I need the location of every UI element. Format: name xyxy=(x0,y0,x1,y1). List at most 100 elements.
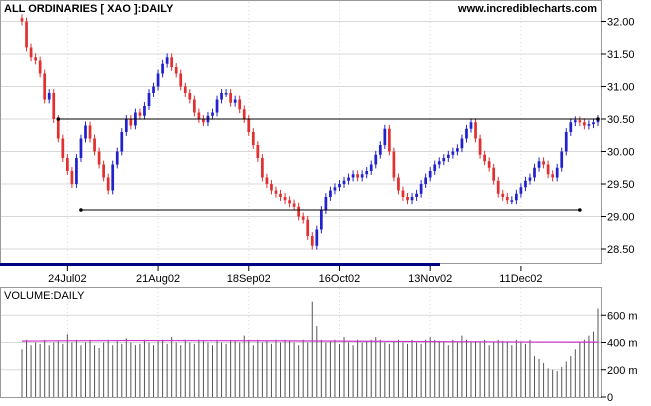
price-bar-body xyxy=(183,86,187,93)
price-bar-body xyxy=(410,197,414,201)
price-bar-body xyxy=(79,138,83,158)
x-tick-label: 18Sep02 xyxy=(227,273,271,285)
volume-y-ticks: 600 m 400 m 200 m 0 xyxy=(601,310,638,404)
price-bar-body xyxy=(310,236,314,246)
price-tick-label: 30.00 xyxy=(607,147,635,159)
price-bar-body xyxy=(20,18,24,22)
price-bar-body xyxy=(401,190,405,197)
price-bar xyxy=(351,170,355,182)
price-bar xyxy=(592,118,595,129)
price-bar xyxy=(369,160,373,175)
price-bar xyxy=(501,189,505,201)
price-bar-body xyxy=(111,164,115,191)
price-bar-body xyxy=(70,171,74,184)
price-bar-body xyxy=(460,138,464,149)
price-bar xyxy=(483,150,486,166)
price-bar xyxy=(261,154,264,182)
price-bar-body xyxy=(115,151,119,165)
price-bar-body xyxy=(102,164,105,178)
price-bar xyxy=(460,134,464,153)
price-bar xyxy=(106,173,110,195)
price-bar-body xyxy=(342,180,346,184)
price-bar-body xyxy=(356,174,359,178)
price-tick-label: 31.00 xyxy=(607,82,635,94)
price-bar-body xyxy=(261,158,264,178)
price-bar xyxy=(397,173,400,195)
price-bar-body xyxy=(533,167,536,178)
price-bar xyxy=(274,186,278,198)
price-bar-body xyxy=(537,161,541,168)
price-bar xyxy=(138,108,142,120)
site-url: www.incrediblecharts.com xyxy=(457,3,597,15)
price-bar xyxy=(202,115,205,127)
price-bar xyxy=(229,89,232,107)
volume-tick-label: 200 m xyxy=(607,365,638,377)
price-bar xyxy=(115,147,119,169)
price-bar-body xyxy=(152,86,155,93)
price-bar-body xyxy=(224,93,228,95)
price-bar-body xyxy=(365,171,369,175)
price-bar-body xyxy=(587,124,591,126)
x-axis-ticks: 24Jul02 21Aug02 18Sep02 16Oct02 13Nov02 11Dec… xyxy=(48,266,543,285)
price-bar-body xyxy=(564,132,568,152)
price-bar xyxy=(424,173,428,188)
x-tick-label: 11Dec02 xyxy=(499,273,542,285)
price-bar-body xyxy=(120,132,124,152)
price-bar-body xyxy=(29,47,33,58)
price-bar xyxy=(79,134,83,162)
price-bar xyxy=(111,160,115,195)
price-bar xyxy=(265,173,269,188)
price-bar-body xyxy=(442,158,446,162)
price-bar xyxy=(47,89,51,104)
price-bar-body xyxy=(279,193,282,197)
price-bar xyxy=(301,212,305,224)
price-bar xyxy=(251,128,255,149)
price-bar xyxy=(465,124,468,143)
price-bar xyxy=(569,118,573,136)
price-bar xyxy=(97,147,101,169)
price-bar-body xyxy=(292,203,296,207)
price-bar-body xyxy=(483,154,486,162)
price-bar xyxy=(20,14,24,26)
price-bar xyxy=(170,53,174,71)
x-tick-label: 13Nov02 xyxy=(408,273,452,285)
volume-tick-label: 0 xyxy=(607,392,613,404)
price-bar-body xyxy=(324,197,328,210)
price-bar-body xyxy=(542,161,545,165)
price-bar-body xyxy=(528,177,532,181)
price-bar xyxy=(183,82,187,97)
volume-tick-label: 600 m xyxy=(607,310,638,322)
price-bar-body xyxy=(546,164,550,175)
price-bar xyxy=(573,116,577,127)
price-bar xyxy=(528,173,532,185)
price-bar-body xyxy=(65,158,69,171)
price-bar-body xyxy=(555,167,559,178)
price-bar-body xyxy=(592,122,595,125)
price-bar xyxy=(197,108,201,123)
price-bar xyxy=(415,189,418,201)
price-bar-body xyxy=(97,151,101,165)
price-bar-body xyxy=(202,119,205,123)
price-bar xyxy=(75,154,78,188)
price-bar-body xyxy=(383,128,387,145)
price-bar-body xyxy=(428,171,432,178)
volume-tick-label: 400 m xyxy=(607,338,638,350)
price-bar-body xyxy=(474,122,477,139)
price-bar-body xyxy=(369,164,373,171)
price-bar xyxy=(533,163,536,182)
price-bar-body xyxy=(456,148,459,152)
price-bar-body xyxy=(256,145,260,158)
price-bar xyxy=(446,150,450,162)
price-bar-body xyxy=(56,119,60,139)
price-bar-body xyxy=(329,190,332,197)
price-bar-body xyxy=(451,151,455,155)
price-bar xyxy=(478,134,482,159)
price-bar xyxy=(583,118,586,130)
price-bar xyxy=(451,147,455,159)
volume-title: VOLUME:DAILY xyxy=(4,290,85,302)
price-bar xyxy=(279,189,282,201)
price-bar-body xyxy=(161,63,164,74)
price-bar xyxy=(456,144,459,156)
price-bar-body xyxy=(492,167,496,181)
